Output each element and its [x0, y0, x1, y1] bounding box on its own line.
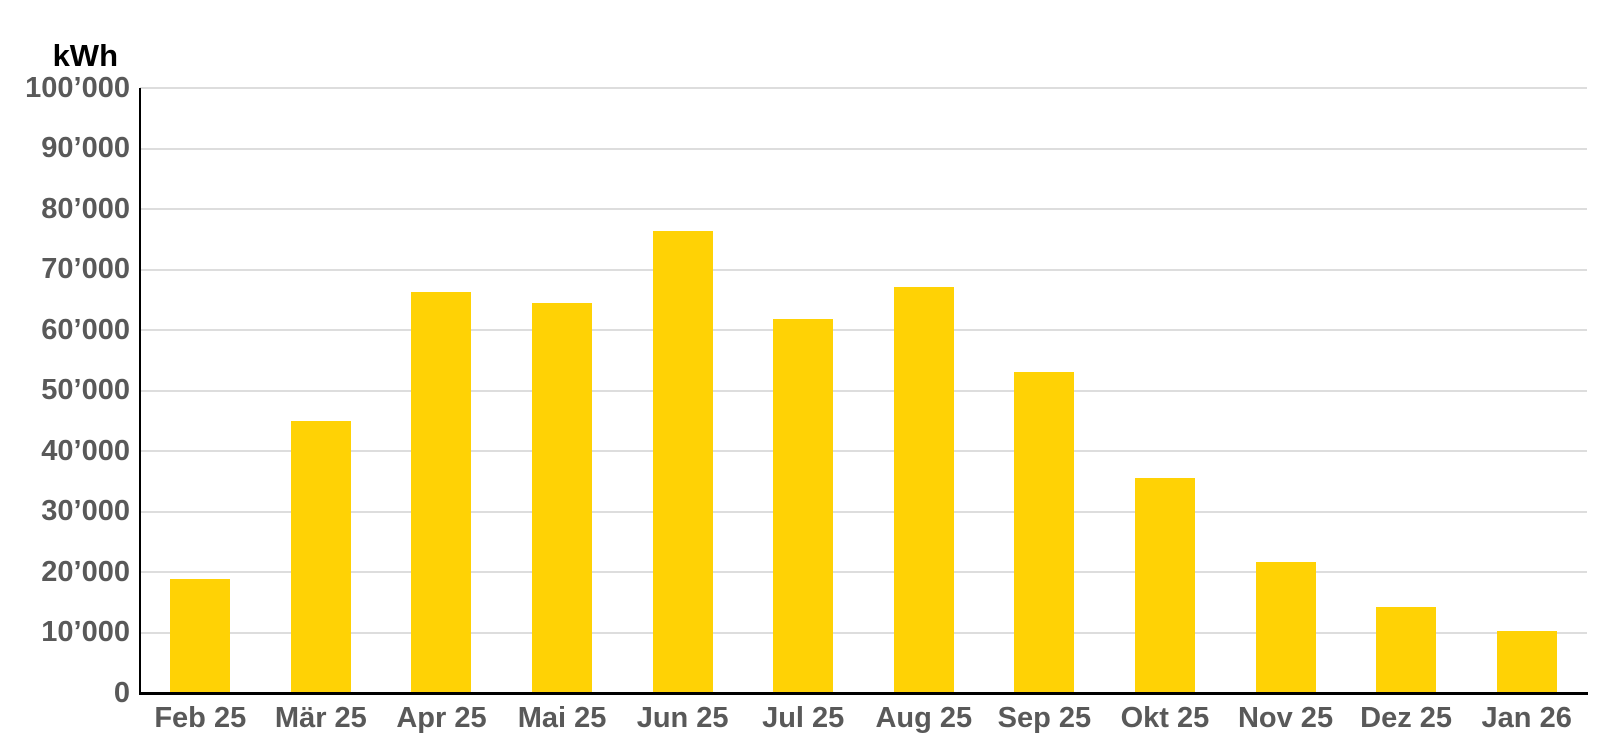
x-tick-label: Jul 25: [762, 702, 845, 734]
y-tick-label: 100’000: [25, 71, 130, 104]
y-tick-label: 80’000: [41, 192, 130, 225]
y-tick-label: 50’000: [41, 374, 130, 406]
gridline-100000: [140, 87, 1587, 89]
y-tick-label: 20’000: [41, 555, 130, 588]
bar-Aug 25: [893, 287, 954, 693]
gridline-20000: [140, 571, 1587, 573]
bar-Feb 25: [170, 579, 231, 693]
y-tick-label: 10’000: [41, 616, 130, 648]
x-tick-label: Apr 25: [396, 702, 487, 734]
x-tick-label: Mai 25: [517, 702, 607, 734]
gridline-80000: [140, 208, 1587, 210]
bar-Jul 25: [773, 319, 834, 693]
y-tick-label: 70’000: [41, 253, 130, 285]
x-tick-label: Jan 26: [1481, 702, 1572, 734]
bar-Jun 25: [652, 230, 713, 693]
gridline-30000: [140, 510, 1587, 513]
x-tick-label: Mär 25: [274, 702, 367, 734]
x-tick-label: Dez 25: [1360, 702, 1453, 734]
bar-Apr 25: [411, 291, 472, 693]
bar-Sep 25: [1014, 371, 1075, 693]
gridline-90000: [140, 147, 1587, 150]
gridline-50000: [140, 389, 1587, 392]
bar-Mär 25: [290, 420, 351, 693]
y-tick-label: 30’000: [41, 495, 130, 527]
y-tick-label: 60’000: [41, 313, 130, 346]
y-tick-label: 40’000: [41, 434, 130, 467]
y-axis-line: [139, 88, 141, 693]
x-tick-label: Okt 25: [1120, 702, 1210, 734]
bar-Okt 25: [1134, 478, 1195, 693]
bar-Nov 25: [1255, 561, 1316, 693]
x-tick-label: Sep 25: [997, 702, 1092, 734]
bar-Dez 25: [1376, 607, 1437, 693]
x-tick-label: Nov 25: [1237, 702, 1334, 734]
x-tick-label: Feb 25: [154, 702, 247, 734]
x-tick-label: Aug 25: [875, 702, 973, 734]
gridline-40000: [140, 450, 1587, 452]
y-tick-label: 0: [113, 676, 130, 709]
bar-Mai 25: [532, 302, 593, 693]
gridline-10000: [140, 631, 1587, 634]
gridline-60000: [140, 329, 1587, 331]
y-axis-unit-title: kWh: [52, 38, 118, 73]
y-tick-label: 90’000: [41, 132, 130, 164]
bar-Jan 26: [1496, 630, 1557, 693]
gridline-70000: [140, 268, 1587, 271]
x-axis-line: [139, 692, 1588, 695]
x-tick-label: Jun 25: [636, 702, 729, 734]
